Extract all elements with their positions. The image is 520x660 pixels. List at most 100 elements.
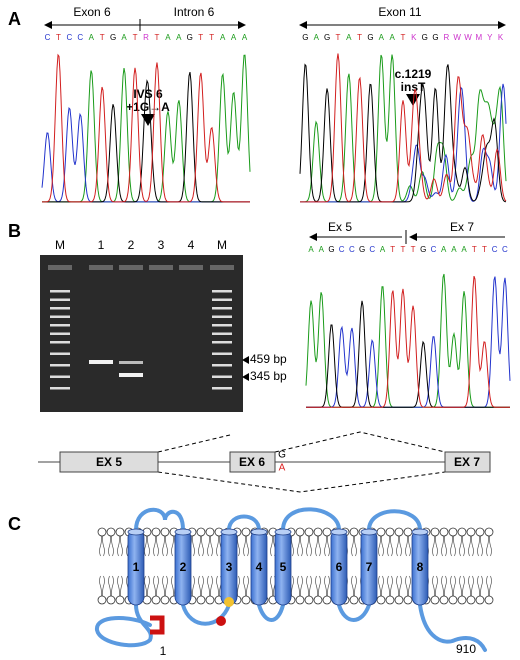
sequence-base: A [220,33,226,42]
sequence-base: G [110,33,116,42]
lipid-head [457,527,467,537]
sequence-base: Y [487,33,493,42]
ladder-band [50,298,70,301]
lipid-head [295,595,305,605]
lipid-head [313,527,323,537]
lane-label: M [217,238,227,252]
gel [40,255,243,412]
lane-label: 1 [98,238,105,252]
wild-type-base: G [278,450,286,461]
helix-top [220,528,238,536]
helix-top [174,528,192,536]
lipid-head [196,527,206,537]
ladder-band [50,315,70,318]
lipid-head [376,595,386,605]
n-terminus-tail [95,603,153,648]
lipid-head [466,527,476,537]
lipid-head [448,527,458,537]
sequence-base: T [401,33,406,42]
mutation-site [216,616,226,626]
sequence-base: T [400,245,405,254]
lipid-head [448,595,458,605]
marker-label: 345 bp [250,369,287,383]
ladder-band [212,375,232,378]
sequence-base: K [411,33,417,42]
helix-number: 8 [417,560,424,574]
sequence-base: A [231,33,237,42]
trace [300,53,507,203]
sequence-base: A [346,33,352,42]
trace [42,54,251,203]
sequence-base: T [482,245,487,254]
sequence-base: C [77,33,83,42]
panel-label: B [8,221,21,241]
sequence-base: G [367,33,373,42]
helix-top [127,528,145,536]
well [119,265,143,270]
lipid-head [322,595,332,605]
exon-box [444,451,491,473]
lipid-head [376,527,386,537]
exon-box [59,451,159,473]
ladder-band [50,352,70,355]
lipid-head [457,595,467,605]
lipid-head [304,527,314,537]
ladder-band [212,341,232,344]
lipid-head [394,595,404,605]
lipid-head [385,527,395,537]
ladder-band [212,332,232,335]
sequence-base: R [143,33,149,42]
sequence-base: T [155,33,160,42]
lipid-head [394,527,404,537]
helix-number: 1 [133,560,140,574]
ladder-band [212,290,232,293]
lipid-head [241,527,251,537]
sequence-base: G [422,33,428,42]
sequence-base: G [420,245,426,254]
sequence-base: G [187,33,193,42]
sequence-base: K [498,33,504,42]
sequence-base: A [89,33,95,42]
ladder-band [50,375,70,378]
lipid-head [295,527,305,537]
exon-name: EX 6 [239,455,265,469]
well [48,265,72,270]
motif [150,615,165,635]
helix-top [274,528,292,536]
helix-top [411,528,429,536]
helix-number: 5 [280,560,287,574]
ladder-band [50,341,70,344]
sequence-base: G [302,33,308,42]
sequence-base: T [209,33,214,42]
exon-label: Exon 11 [378,5,421,19]
sequence-base: C [349,245,355,254]
sequence-base: W [453,33,461,42]
sequence-base: T [100,33,105,42]
lipid-head [97,595,107,605]
sequence-base: G [359,245,365,254]
sequence-base: A [242,33,248,42]
terminus-label: 910 [456,642,476,656]
lipid-head [115,527,125,537]
ladder-band [50,364,70,367]
band [89,360,113,364]
ladder-band [212,324,232,327]
terminus-label: 1 [160,644,167,658]
lipid-head [241,595,251,605]
lipid-head [475,595,485,605]
lipid-head [205,595,215,605]
splice-line [157,471,446,493]
mutant-base: A [279,463,286,474]
lipid-head [466,595,476,605]
lane-label: 2 [128,238,135,252]
sequence-base: G [324,33,330,42]
loop [134,507,422,532]
ladder-band [50,332,70,335]
exon-name: EX 5 [96,455,122,469]
sequence-base: C [502,245,508,254]
sequence-base: C [431,245,437,254]
lipid-head [196,595,206,605]
helix-number: 2 [180,560,187,574]
sequence-base: C [45,33,51,42]
